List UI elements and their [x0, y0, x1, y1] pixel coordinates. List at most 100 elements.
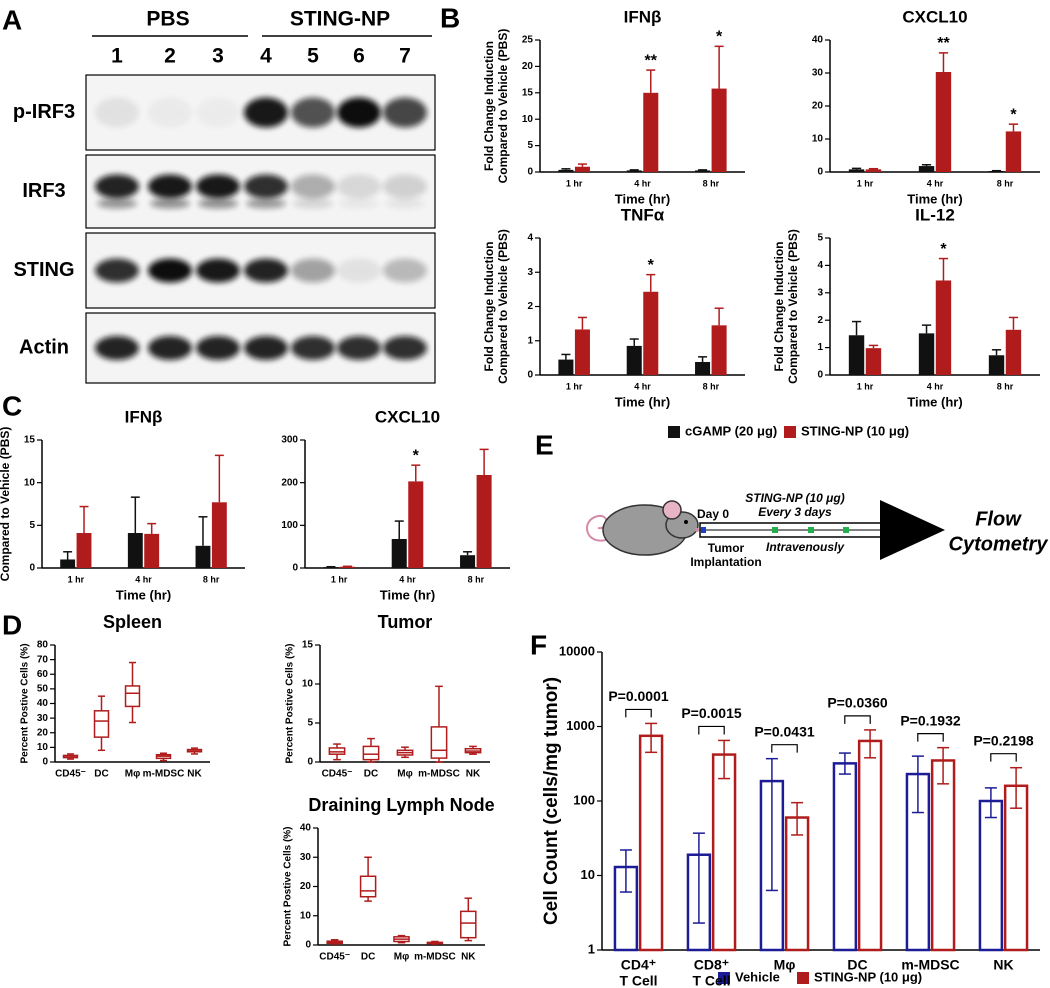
- band: [150, 198, 190, 209]
- y-tick-label: 0: [292, 563, 298, 574]
- p-value-label: P=0.0015: [681, 705, 742, 721]
- bar: [988, 171, 1005, 172]
- bar: [195, 545, 211, 568]
- x-tick-label: DC: [364, 769, 378, 780]
- x-tick-label: 1 hr: [566, 381, 583, 391]
- legend-label: STING-NP (10 μg): [814, 969, 922, 984]
- y-tick-label: 15: [302, 640, 314, 651]
- y-axis-label: Percent Postive Cells (%): [20, 643, 31, 763]
- x-axis-label: Time (hr): [615, 394, 670, 409]
- p-value-label: P=0.2198: [973, 732, 1034, 748]
- y-axis-label: Compared to Vehicle (PBS): [786, 229, 800, 384]
- y-axis-label: Compared to Vehicle (PBS): [496, 29, 510, 184]
- start-label: Tumor: [708, 541, 745, 555]
- row-label: p-IRF3: [13, 101, 75, 123]
- legend-swatch: [668, 426, 680, 438]
- x-tick-label: 1 hr: [857, 381, 874, 391]
- x-tick-label: CD45⁻: [55, 769, 86, 780]
- p-bracket: [698, 725, 725, 735]
- bar: [1005, 131, 1022, 172]
- x-tick-label: T Cell: [619, 973, 657, 988]
- x-tick-label: m-MDSC: [414, 952, 456, 963]
- band: [337, 174, 381, 199]
- legend-label: STING-NP (10 μg): [801, 423, 909, 438]
- y-tick-label: 10: [522, 114, 534, 125]
- y-tick-label: 10: [812, 134, 824, 145]
- panel-label: D: [2, 609, 22, 640]
- y-tick-label: 100: [281, 520, 298, 531]
- bar: [832, 762, 858, 952]
- y-axis-label: Fold Change Induction: [482, 41, 496, 171]
- y-tick-label: 30: [300, 852, 312, 863]
- band: [337, 336, 381, 360]
- y-tick-label: 10: [581, 867, 595, 882]
- box: [328, 747, 346, 755]
- band: [383, 336, 427, 360]
- band: [385, 198, 425, 209]
- bar: [638, 734, 664, 952]
- band: [337, 258, 381, 283]
- bar: [76, 533, 92, 568]
- band: [148, 97, 192, 128]
- x-tick-label: 8 hr: [468, 574, 485, 584]
- y-axis-label: Compared to Vehicle (PBS): [0, 427, 12, 582]
- chart-title: CXCL10: [375, 407, 440, 426]
- western-blot: PBS STING-NP 1 2 3 4 5 6 7 p-IRF3 IRF3 STING Actin: [13, 8, 436, 384]
- band: [383, 174, 427, 199]
- x-tick-label: NK: [466, 769, 481, 780]
- y-tick-label: 2: [817, 315, 823, 326]
- box: [362, 745, 380, 761]
- x-tick-label: CD8⁺: [694, 957, 729, 973]
- legend-swatch: [784, 426, 796, 438]
- x-axis-label: Time (hr): [380, 587, 435, 602]
- bar: [1005, 329, 1022, 375]
- x-tick-label: 4 hr: [135, 574, 152, 584]
- x-tick-label: Mφ: [774, 957, 796, 973]
- y-tick-label: 70: [37, 654, 49, 665]
- x-tick-label: m-MDSC: [143, 769, 185, 780]
- chart: 0 10 20 30 40 Draining Lymph Node Percent Post…: [283, 795, 495, 963]
- y-tick-label: 50: [37, 684, 49, 695]
- bar: [626, 345, 642, 375]
- bar: [408, 481, 424, 568]
- chart-title: IFNβ: [125, 407, 163, 426]
- bar: [711, 753, 737, 952]
- band: [196, 258, 240, 283]
- x-tick-label: 4 hr: [399, 574, 416, 584]
- box: [460, 910, 477, 939]
- chart-title: IFNβ: [624, 7, 662, 26]
- end-label: Cytometry: [949, 533, 1049, 555]
- y-tick-label: 300: [281, 435, 298, 446]
- y-tick-label: 1: [527, 335, 533, 346]
- x-tick-label: 8 hr: [997, 178, 1014, 188]
- band: [339, 198, 379, 209]
- significance-label: **: [937, 35, 950, 52]
- band: [383, 258, 427, 283]
- x-tick-label: DC: [94, 769, 108, 780]
- y-tick-label: 30: [37, 713, 49, 724]
- y-tick-label: 1: [817, 342, 823, 353]
- band: [198, 198, 238, 209]
- bar: [784, 816, 810, 952]
- y-tick-label: 10: [300, 910, 312, 921]
- bar: [935, 280, 952, 375]
- legend-label: cGAMP (20 μg): [685, 423, 777, 438]
- legend-label: Vehicle: [735, 969, 780, 984]
- y-tick-label: 1000: [566, 718, 595, 733]
- bar: [711, 88, 727, 172]
- y-tick-label: 0: [307, 757, 313, 768]
- bar: [574, 329, 590, 375]
- x-tick-label: m-MDSC: [901, 957, 959, 973]
- band: [196, 98, 240, 128]
- y-tick-label: 0: [527, 370, 533, 381]
- bar: [476, 474, 492, 568]
- y-tick-label: 20: [522, 61, 534, 72]
- bar: [460, 555, 476, 568]
- significance-label: *: [413, 447, 420, 464]
- chart: 1 10 100 1000 10000 Cell Count (cells/mg tumo…: [541, 643, 1040, 988]
- bar: [339, 566, 355, 568]
- x-axis-label: Time (hr): [116, 587, 171, 602]
- p-bracket: [990, 753, 1017, 762]
- legend-swatch: [718, 972, 730, 984]
